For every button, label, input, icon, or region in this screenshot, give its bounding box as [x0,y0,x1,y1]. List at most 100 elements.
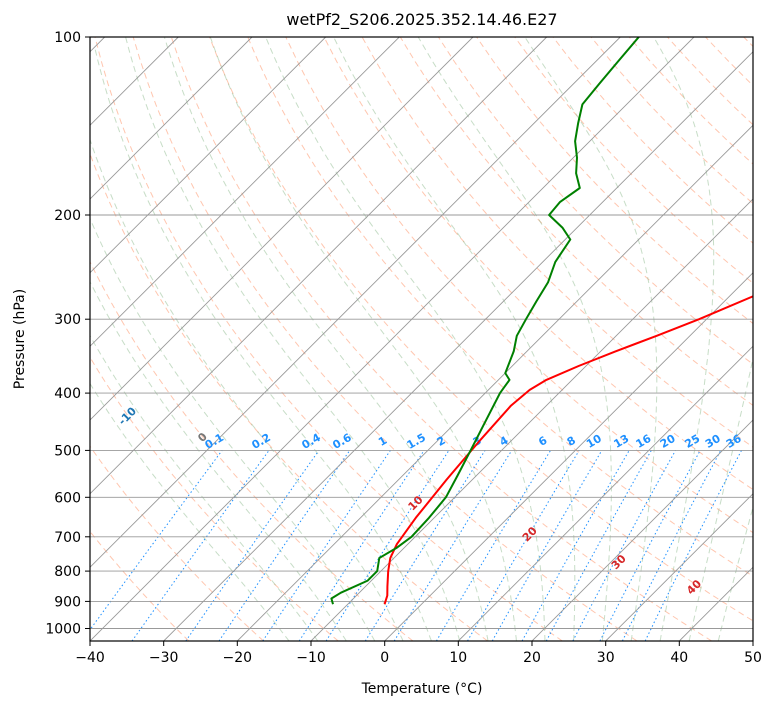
moist-adiabat-label: 40 [684,577,704,597]
isotherm-line [163,51,753,641]
moist-adiabat-line [90,217,376,641]
y-tick-label: 300 [54,312,81,328]
series-line-dewpoint [330,37,640,605]
isotherm-line [678,566,753,641]
isotherm-line [90,37,548,495]
mixing-ratio-line [435,450,552,641]
mixing-ratio-label: 6 [536,434,549,449]
mixing-ratio-label: 13 [612,432,632,451]
moist-adiabat-line [209,37,517,641]
x-tick-label: −10 [296,650,326,666]
dry-adiabat-line [667,37,753,126]
isotherm-line [90,37,695,641]
dry-adiabat-line [743,37,753,48]
y-axis: 100 200 300 400 500 600 700 800 900 1000 [45,30,90,638]
x-tick-label: 40 [670,650,688,666]
mixing-ratio-label: 8 [565,434,578,449]
x-tick-label: −30 [149,650,179,666]
moist-adiabat-line [94,49,432,641]
dry-adiabat-line [247,37,753,577]
y-tick-label: 1000 [45,622,81,638]
y-axis-label: Pressure (hPa) [12,289,28,389]
isotherm-line [752,640,753,641]
mixing-ratio-line [644,450,742,641]
dry-adiabat-line [90,530,190,641]
mixing-ratio-label: 30 [703,432,723,451]
dry-adiabat-line [209,37,753,622]
mixing-ratio-line [545,450,652,641]
background-lines [90,37,753,641]
mixing-ratio-line [218,450,351,641]
mixing-ratio-label: 1 [376,434,389,449]
mixing-ratio-line [521,450,630,641]
isotherm-line [605,493,753,641]
dry-adiabat-line [90,356,339,641]
y-tick-label: 900 [54,594,81,610]
dry-adiabat-line [437,37,753,365]
moist-adiabat-line [125,37,461,641]
mixing-ratio-label: 36 [724,432,744,451]
mixing-ratio-line [262,450,391,641]
moist-adiabat-line [653,37,715,641]
isotherm-line [384,272,753,641]
mixing-ratio-line [621,450,722,641]
dry-adiabat-line [132,37,638,641]
isotherm-line [457,345,753,641]
mixing-ratio-line [364,450,486,641]
dry-adiabat-line [170,37,712,641]
y-tick-label: 700 [54,530,81,546]
x-tick-label: −20 [223,650,253,666]
moist-adiabat-line [90,138,404,641]
x-tick-label: 0 [380,650,389,666]
y-tick-label: 800 [54,564,81,580]
x-tick-label: −40 [75,650,105,666]
x-tick-label: 10 [449,650,467,666]
dry-adiabat-line [476,37,753,325]
dry-adiabat-line [90,152,488,641]
isotherm-line [236,124,753,641]
y-tick-label: 200 [54,208,81,224]
mixing-ratio-line [393,450,513,641]
moist-adiabat-line [417,37,612,641]
moist-adiabat-line [90,334,319,641]
x-tick-label: 30 [597,650,615,666]
moist-adiabat-label: 30 [609,552,629,572]
isotherm-line [90,37,253,200]
moist-adiabat-line [333,37,576,641]
chart-title: wetPf2_S206.2025.352.14.46.E27 [286,10,557,30]
dry-adiabat-line [285,37,753,534]
mixing-ratio-line [599,450,701,641]
mixing-ratio-line [298,450,425,641]
y-tick-label: 400 [54,386,81,402]
isotherm-line [310,198,753,641]
y-tick-label: 600 [54,490,81,506]
dry-adiabat-line [90,445,264,641]
isotherm-line [90,37,474,421]
dry-adiabat-line [514,37,753,284]
moist-adiabat-line [90,382,290,641]
mixing-ratio-label: 0.4 [300,431,324,452]
mixing-ratio-line [185,450,320,641]
mixing-ratio-line [325,450,450,641]
isotherm-line [90,37,621,568]
y-tick-label: 100 [54,30,81,46]
isotherm-line [90,37,327,274]
dry-adiabat-line [94,37,563,641]
dry-adiabat-label: -10 [116,404,139,427]
moist-adiabat-line [717,505,753,641]
mixing-ratio-label: 0.6 [330,431,354,452]
dry-adiabat-line [323,37,753,491]
dry-adiabat-line [705,37,753,87]
mixing-ratio-label: 0.2 [250,431,273,452]
data-lines [330,37,753,605]
mixing-ratio-label: 20 [658,432,678,451]
mixing-ratio-label: 4 [497,434,510,449]
x-axis-label: Temperature (°C) [361,681,483,697]
mixing-ratio-line [572,450,676,641]
moist-adiabat-line [688,355,753,641]
x-tick-label: 50 [744,650,762,666]
mixing-ratio-line [90,450,223,631]
mixing-ratio-label: 10 [584,432,604,451]
moist-adiabat-line [163,37,489,641]
